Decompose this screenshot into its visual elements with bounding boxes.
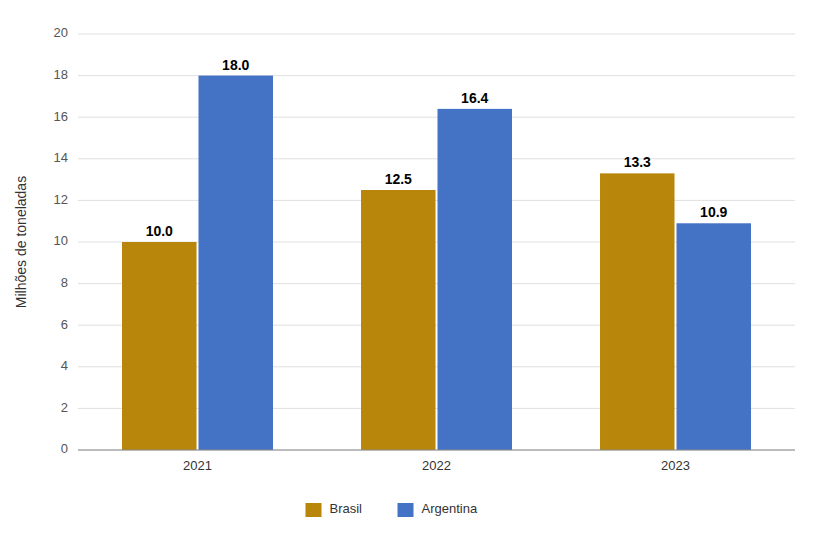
chart: 0 2 4 6 8 10 12 14 16 18 20 Milhões de toneladas 10.… — [0, 0, 819, 546]
grid-line — [78, 158, 795, 159]
data-label: 10.0 — [146, 223, 173, 239]
legend: Brasil Argentina — [306, 501, 478, 517]
legend-swatch — [306, 503, 322, 517]
y-tick-label: 18 — [54, 67, 68, 82]
y-tick-label: 2 — [61, 400, 68, 415]
bar — [361, 190, 435, 450]
grid-line — [78, 75, 795, 76]
y-tick-label: 12 — [54, 192, 68, 207]
x-axis-line — [78, 450, 795, 451]
grid — [78, 34, 795, 450]
bar — [438, 109, 512, 450]
y-tick-label: 10 — [54, 233, 68, 248]
y-tick-label: 16 — [54, 109, 68, 124]
grid-line — [78, 34, 795, 35]
y-tick-label: 8 — [61, 275, 68, 290]
data-labels: 10.0 12.5 13.3 18.0 16.4 10.9 — [146, 57, 728, 239]
x-tick-label: 2023 — [661, 458, 690, 473]
legend-label: Argentina — [422, 501, 478, 516]
legend-swatch — [398, 503, 414, 517]
y-tick-label: 6 — [61, 317, 68, 332]
grid-line — [78, 450, 795, 451]
bar — [600, 173, 674, 450]
data-label: 16.4 — [461, 90, 488, 106]
data-label: 18.0 — [222, 57, 249, 73]
data-label: 10.9 — [700, 204, 727, 220]
bar — [677, 223, 751, 450]
x-tick-label: 2021 — [183, 458, 212, 473]
y-tick-label: 20 — [54, 25, 68, 40]
bar — [122, 242, 196, 450]
bar — [199, 76, 273, 450]
y-tick-label: 0 — [61, 441, 68, 456]
y-tick-label: 14 — [54, 150, 68, 165]
legend-label: Brasil — [330, 501, 363, 516]
y-axis-label: Milhões de toneladas — [13, 176, 29, 308]
data-label: 12.5 — [385, 171, 412, 187]
x-tick-label: 2022 — [422, 458, 451, 473]
grid-line — [78, 117, 795, 118]
data-label: 13.3 — [624, 154, 651, 170]
bars — [122, 76, 751, 450]
chart-container: 0 2 4 6 8 10 12 14 16 18 20 Milhões de toneladas 10.… — [0, 0, 819, 546]
y-tick-label: 4 — [61, 358, 68, 373]
grid-line — [78, 200, 795, 201]
